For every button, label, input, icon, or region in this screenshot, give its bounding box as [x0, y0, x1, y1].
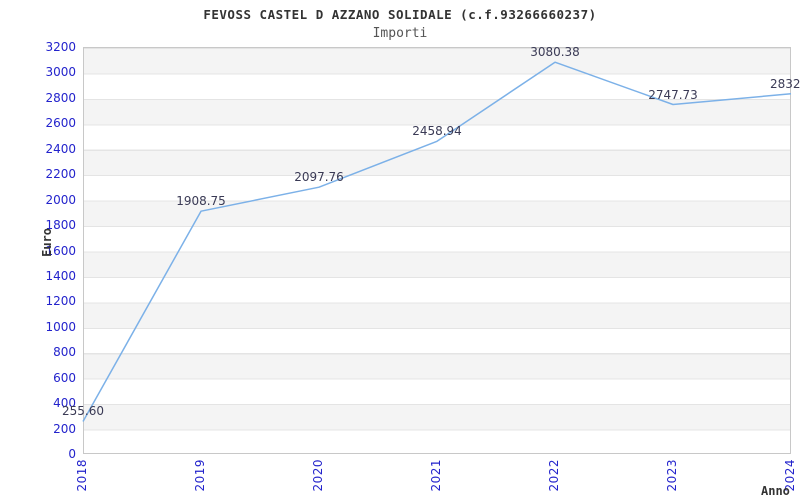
y-tick-label: 1200	[45, 294, 76, 309]
y-tick-label: 600	[53, 370, 76, 385]
point-label: 2747.73	[648, 87, 698, 102]
point-label: 2832.3	[770, 76, 800, 91]
y-tick-label: 2800	[45, 90, 76, 105]
y-tick-label: 200	[53, 421, 76, 436]
y-tick-label: 2400	[45, 141, 76, 156]
y-tick-label: 1000	[45, 319, 76, 334]
y-tick-label: 3000	[45, 65, 76, 80]
x-tick-label: 2018	[75, 459, 89, 492]
y-tick-label: 1600	[45, 243, 76, 258]
point-label: 255.60	[62, 404, 104, 419]
point-label: 2097.76	[294, 170, 344, 185]
y-axis-title: Euro	[40, 228, 54, 257]
point-label: 1908.75	[176, 194, 226, 209]
y-tick-label: 2000	[45, 192, 76, 207]
y-tick-label: 1800	[45, 218, 76, 233]
x-tick-label: 2022	[547, 459, 561, 492]
chart-title: FEVOSS CASTEL D AZZANO SOLIDALE (c.f.932…	[203, 7, 597, 22]
y-tick-label: 0	[68, 447, 76, 461]
point-label: 3080.38	[530, 45, 580, 60]
y-tick-label: 2200	[45, 167, 76, 182]
y-tick-label: 1400	[45, 268, 76, 283]
plot-area	[83, 47, 791, 454]
chart-subtitle: Importi	[372, 26, 428, 41]
y-tick-label: 800	[53, 345, 76, 360]
x-tick-label: 2023	[665, 459, 679, 492]
x-tick-label: 2021	[429, 459, 443, 492]
y-tick-label: 3200	[45, 40, 76, 54]
x-axis-title: Anno	[761, 484, 790, 498]
point-label: 2458.94	[412, 124, 462, 139]
y-tick-label: 400	[53, 396, 76, 411]
x-tick-label: 2020	[311, 459, 325, 492]
y-tick-label: 2600	[45, 116, 76, 131]
x-tick-label: 2019	[193, 459, 207, 492]
